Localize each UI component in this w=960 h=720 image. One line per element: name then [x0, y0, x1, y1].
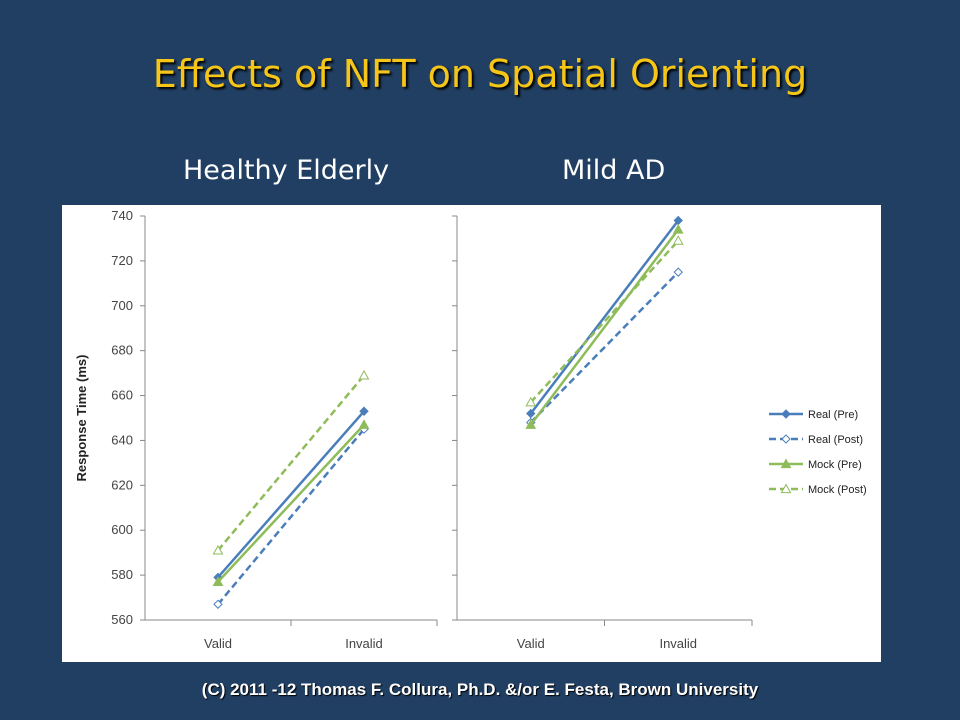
chart-panel: 560 580 600 620 640 660 680 700 720 740 Valid Inval…	[62, 205, 881, 662]
y-tick-label: 640	[111, 432, 133, 447]
y-axis-label: Response Time (ms)	[74, 355, 89, 482]
legend-marker	[781, 434, 791, 444]
x-tick-label: Invalid	[345, 636, 383, 651]
series-line	[529, 228, 680, 426]
data-point	[526, 408, 536, 419]
data-point	[673, 267, 683, 277]
series-line	[217, 410, 365, 579]
series-line	[529, 271, 680, 424]
y-tick-label: 620	[111, 477, 133, 492]
series-line	[217, 374, 365, 552]
chart-title-healthy-elderly: Healthy Elderly	[183, 155, 390, 186]
y-tick-label: 660	[111, 388, 133, 403]
x-tick-label: Valid	[517, 636, 545, 651]
legend-marker	[780, 458, 792, 469]
y-tick-label: 600	[111, 522, 133, 537]
slide-title: Effects of NFT on Spatial Orienting	[152, 52, 808, 96]
y-tick-label: 700	[111, 298, 133, 313]
chart-title-mild-ad: Mild AD	[562, 155, 666, 186]
legend-label: Mock (Post)	[808, 484, 867, 496]
y-tick-label: 580	[111, 567, 133, 582]
legend-label: Mock (Pre)	[808, 459, 862, 471]
data-point	[359, 406, 369, 416]
series-line	[529, 219, 680, 415]
legend-marker	[781, 409, 791, 419]
y-tick-label: 720	[111, 253, 133, 268]
x-tick-label: Valid	[204, 636, 232, 651]
line-chart: 560 580 600 620 640 660 680 700 720 740 Valid Inval…	[74, 208, 867, 651]
series-line	[529, 239, 680, 404]
data-point	[212, 544, 224, 555]
data-point	[525, 419, 537, 429]
x-tick-label: Invalid	[659, 636, 697, 651]
y-tick-label: 560	[111, 612, 133, 627]
legend-label: Real (Pre)	[808, 409, 858, 421]
data-point	[672, 223, 684, 234]
y-tick-label: 740	[111, 208, 133, 223]
data-point	[672, 235, 684, 245]
series-line	[217, 423, 365, 583]
data-point	[358, 369, 370, 380]
series-line	[217, 428, 365, 606]
data-point	[212, 576, 224, 586]
data-point	[525, 396, 537, 407]
legend-marker	[780, 483, 792, 494]
data-point	[358, 419, 370, 429]
slide-footer: (C) 2011 -12 Thomas F. Collura, Ph.D. &/…	[201, 680, 759, 699]
data-point	[213, 599, 223, 609]
legend-label: Real (Post)	[808, 434, 863, 446]
y-tick-label: 680	[111, 343, 133, 358]
